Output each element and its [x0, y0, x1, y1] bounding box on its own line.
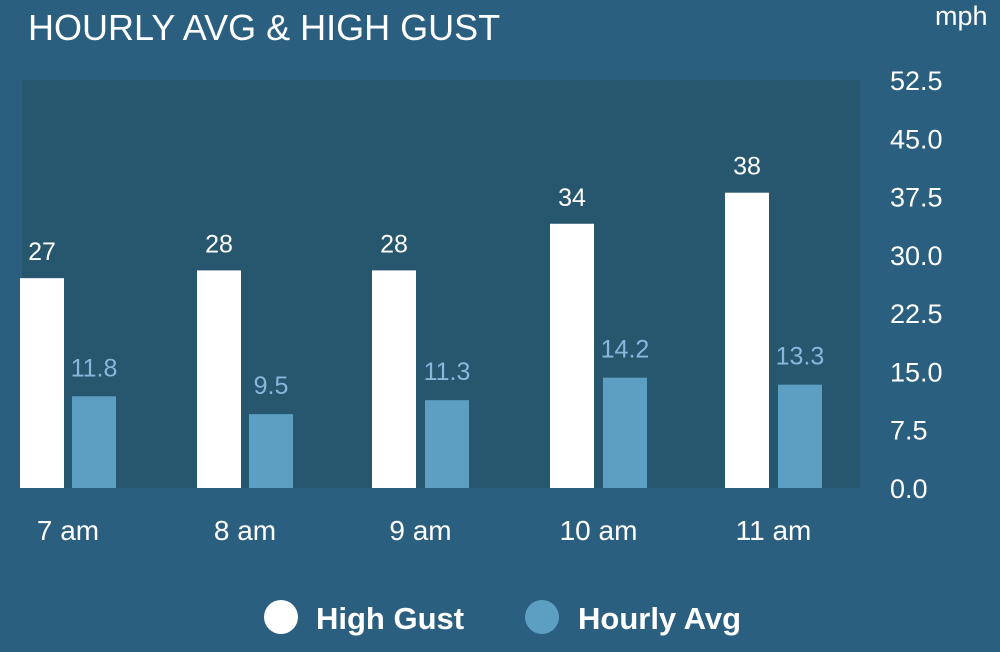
- data-label-hourly-avg: 9.5: [254, 372, 289, 400]
- y-tick-label: 0.0: [890, 474, 928, 504]
- data-label-high-gust: 38: [733, 153, 761, 181]
- data-label-high-gust: 28: [380, 230, 408, 258]
- bar-hourly-avg: [72, 396, 116, 488]
- legend: High Gust Hourly Avg: [264, 600, 741, 636]
- x-tick-label: 8 am: [214, 515, 276, 546]
- y-tick-label: 22.5: [890, 299, 943, 329]
- data-label-hourly-avg: 13.3: [776, 343, 825, 371]
- y-tick-label: 45.0: [890, 124, 943, 154]
- legend-swatch-hourly-avg: [525, 600, 559, 634]
- data-label-hourly-avg: 14.2: [601, 336, 650, 364]
- legend-swatch-high-gust: [264, 600, 298, 634]
- data-label-hourly-avg: 11.3: [424, 358, 471, 386]
- bar-hourly-avg: [603, 377, 647, 488]
- bar-high-gust: [550, 223, 594, 488]
- bar-high-gust: [372, 270, 416, 488]
- bar-high-gust: [197, 270, 241, 488]
- legend-label-hourly-avg: Hourly Avg: [578, 601, 741, 636]
- bar-hourly-avg: [249, 414, 293, 488]
- x-tick-label: 9 am: [389, 515, 451, 546]
- y-axis-unit: mph: [935, 1, 988, 31]
- data-label-high-gust: 34: [558, 184, 586, 212]
- y-tick-label: 37.5: [890, 183, 943, 213]
- bar-hourly-avg: [778, 384, 822, 488]
- x-tick-label: 10 am: [560, 515, 638, 546]
- y-axis-ticks: 0.0 7.5 15.0 22.5 30.0 37.5 45.0 52.5: [890, 66, 943, 504]
- y-tick-label: 30.0: [890, 241, 943, 271]
- data-label-hourly-avg: 11.8: [71, 354, 118, 382]
- x-tick-label: 11 am: [736, 515, 812, 546]
- x-tick-label: 7 am: [37, 515, 99, 546]
- y-tick-label: 52.5: [890, 66, 943, 96]
- x-axis-ticks: 7 am 8 am 9 am 10 am 11 am: [37, 515, 812, 546]
- bar-high-gust: [725, 192, 769, 488]
- data-label-high-gust: 28: [205, 230, 233, 258]
- data-label-high-gust: 27: [28, 238, 56, 266]
- y-tick-label: 7.5: [890, 416, 928, 446]
- y-tick-label: 15.0: [890, 357, 943, 387]
- bar-hourly-avg: [425, 400, 469, 488]
- bar-high-gust: [20, 278, 64, 488]
- chart-title: HOURLY AVG & HIGH GUST: [28, 7, 500, 48]
- bars-layer: 27 28 28 34 38 11.8 9.5 11.3 14.2 13.3: [20, 153, 824, 488]
- legend-label-high-gust: High Gust: [316, 601, 464, 636]
